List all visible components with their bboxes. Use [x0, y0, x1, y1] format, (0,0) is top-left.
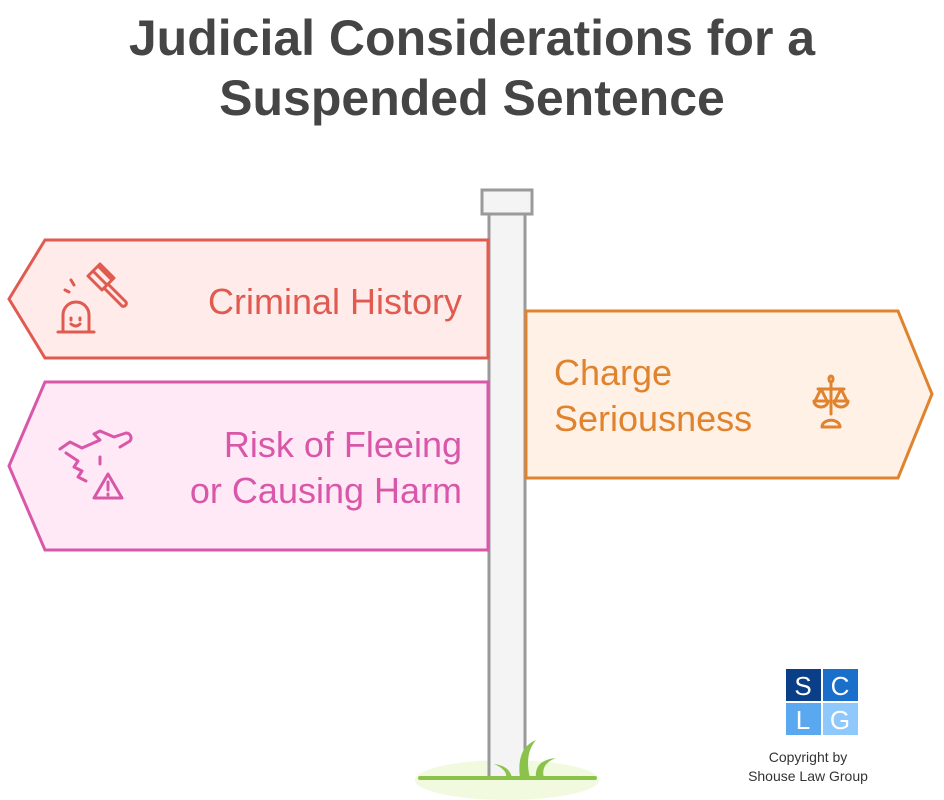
- sign-label-criminal-history: Criminal History: [207, 281, 462, 322]
- copyright-text: Copyright by Shouse Law Group: [748, 749, 868, 784]
- svg-text:C: C: [831, 671, 850, 701]
- sign-criminal-history: [7, 238, 490, 360]
- plane-warning-icon: [58, 429, 133, 500]
- signpost-pole: [487, 210, 527, 780]
- gavel-siren-icon: [56, 262, 128, 334]
- sign-charge-seriousness: [524, 309, 934, 480]
- svg-text:L: L: [796, 705, 810, 735]
- sign-risk-of-fleeing: [7, 380, 490, 552]
- sign-label-charge-seriousness: Charge Seriousness: [554, 352, 753, 439]
- grass-icon: [418, 740, 597, 780]
- svg-text:G: G: [830, 705, 850, 735]
- sign-label-risk-of-fleeing: Risk of Fleeing or Causing Harm: [189, 424, 462, 511]
- signpost-cap: [480, 188, 534, 216]
- svg-text:S: S: [794, 671, 811, 701]
- scales-of-justice-icon: [812, 374, 850, 429]
- page-title: Judicial Considerations for a Suspended …: [128, 10, 816, 126]
